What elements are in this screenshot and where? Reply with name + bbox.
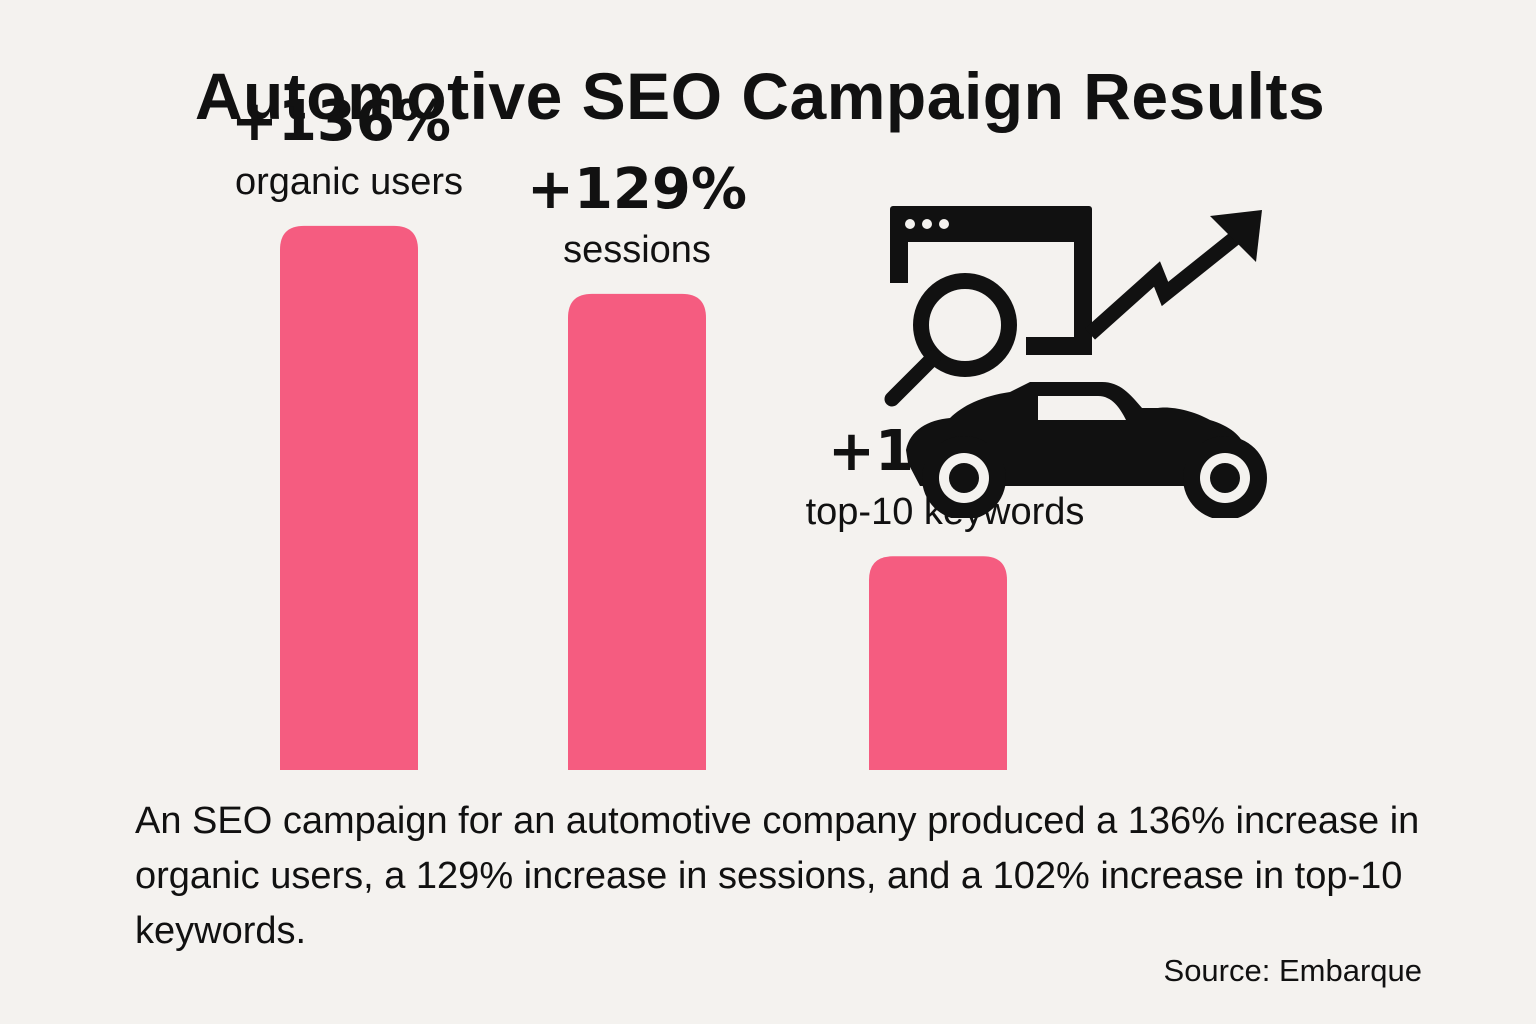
bar-top-10-keywords: [869, 556, 1007, 770]
bar-organic-users: [280, 225, 418, 770]
category-label: organic users: [235, 161, 463, 203]
car-icon: [906, 382, 1267, 520]
value-label: +129%: [527, 157, 747, 222]
bar-sessions: [568, 293, 706, 770]
browser-window-icon: [890, 206, 1092, 355]
chart-caption: An SEO campaign for an automotive compan…: [135, 800, 1420, 952]
seo-illustration: [880, 198, 1280, 520]
source-note: Source: Embarque: [1163, 953, 1422, 988]
magnifier-icon: [884, 273, 1017, 407]
trend-arrow-icon: [1084, 210, 1262, 340]
chart-title: Automotive SEO Campaign Results: [194, 59, 1326, 133]
category-label: sessions: [563, 229, 711, 271]
value-label: +136%: [231, 89, 451, 154]
